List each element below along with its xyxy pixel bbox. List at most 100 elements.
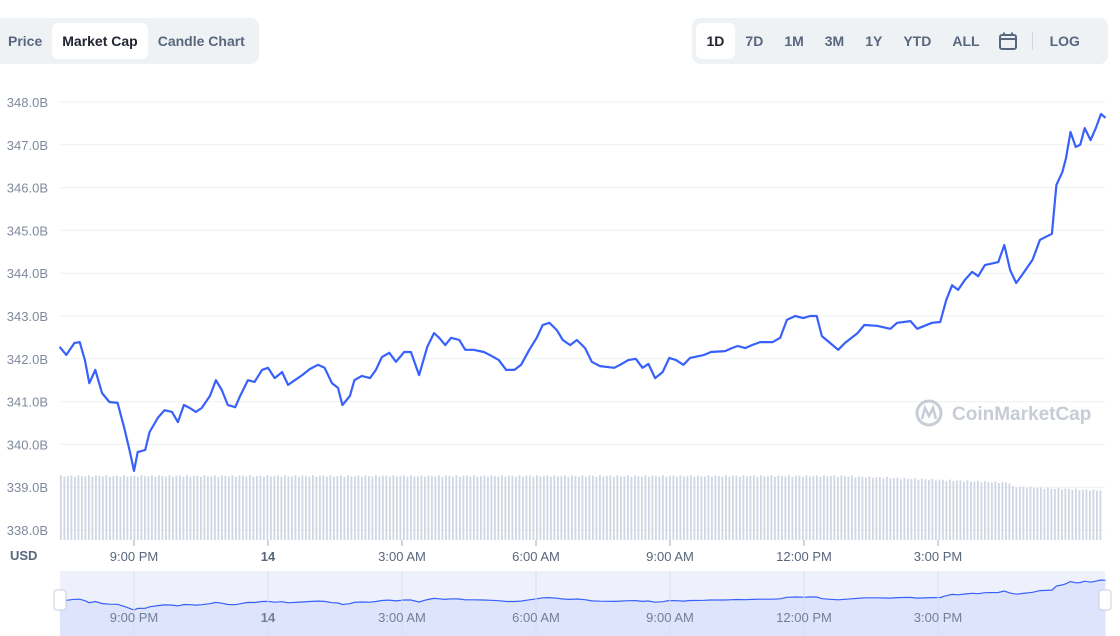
volume-bar xyxy=(851,475,853,540)
volume-bar xyxy=(991,482,993,540)
volume-bar xyxy=(830,476,832,540)
volume-bar xyxy=(77,475,80,540)
range-1y[interactable]: 1Y xyxy=(865,33,883,49)
volume-bar xyxy=(889,478,892,540)
volume-bar xyxy=(123,475,125,540)
volume-bar xyxy=(686,476,689,540)
volume-bar xyxy=(623,476,626,540)
range-selector: 1D 7D 1M 3M 1Y YTD ALL LOG xyxy=(692,18,1108,64)
range-ytd[interactable]: YTD xyxy=(903,33,932,49)
volume-bar xyxy=(578,476,580,540)
volume-bar xyxy=(767,476,769,540)
volume-bar xyxy=(291,476,293,540)
volume-bar xyxy=(854,477,857,540)
volume-bar xyxy=(539,476,542,540)
volume-bar xyxy=(861,476,864,540)
volume-bar xyxy=(406,476,409,540)
y-tick-label: 342.0B xyxy=(7,352,48,367)
volume-bar xyxy=(1054,488,1056,540)
range-all[interactable]: ALL xyxy=(952,33,980,49)
tab-market-cap[interactable]: Market Cap xyxy=(52,23,148,59)
tab-candle-chart[interactable]: Candle Chart xyxy=(157,33,245,49)
volume-bar xyxy=(403,475,405,540)
volume-bar xyxy=(837,476,839,540)
volume-bar xyxy=(942,479,944,540)
range-7d[interactable]: 7D xyxy=(745,33,764,49)
volume-bar xyxy=(336,476,339,540)
volume-bar xyxy=(952,481,955,540)
volume-bar xyxy=(511,475,514,540)
range-3m[interactable]: 3M xyxy=(824,33,845,49)
volume-bar xyxy=(609,475,612,540)
volume-bar xyxy=(238,475,241,540)
volume-bar xyxy=(322,475,325,540)
volume-bar xyxy=(168,475,171,540)
volume-bar xyxy=(788,475,790,540)
volume-bar xyxy=(315,476,318,540)
range-1d[interactable]: 1D xyxy=(696,23,735,59)
volume-bar xyxy=(903,477,906,540)
volume-bar xyxy=(882,478,885,540)
range-1m[interactable]: 1M xyxy=(784,33,804,49)
volume-bar xyxy=(998,483,1000,540)
x-tick-label: 9:00 AM xyxy=(646,549,694,564)
volume-bar xyxy=(137,476,139,540)
volume-bar xyxy=(620,476,622,540)
volume-bar xyxy=(987,481,990,540)
volume-bar xyxy=(95,475,97,540)
volume-bar xyxy=(781,476,783,540)
y-tick-label: 339.0B xyxy=(7,480,48,495)
volume-bar xyxy=(109,476,111,540)
volume-bar xyxy=(1068,489,1070,540)
volume-bar xyxy=(896,477,899,540)
volume-bar xyxy=(217,476,220,540)
volume-bar xyxy=(606,475,608,540)
log-scale-toggle[interactable]: LOG xyxy=(1049,33,1080,49)
navigator-handle-right[interactable] xyxy=(1098,589,1112,611)
volume-bar xyxy=(256,475,258,540)
volume-bar xyxy=(147,476,150,540)
navigator-handle-left[interactable] xyxy=(53,589,67,611)
tab-price[interactable]: Price xyxy=(8,33,43,49)
volume-bar xyxy=(753,475,755,540)
volume-bar xyxy=(287,476,290,540)
volume-bar xyxy=(921,478,923,540)
volume-bar xyxy=(91,476,94,540)
navigator[interactable]: 9:00 PM 14 3:00 AM 6:00 AM 9:00 AM 12:00 PM 3:… xyxy=(53,571,1112,636)
volume-bar xyxy=(795,475,797,540)
volume-bar xyxy=(917,479,920,540)
volume-bar xyxy=(970,481,972,540)
volume-bar xyxy=(98,475,101,540)
volume-bar xyxy=(1043,488,1046,540)
volume-bar xyxy=(868,476,871,540)
volume-bar xyxy=(63,476,66,540)
volume-bar xyxy=(931,478,934,540)
volume-bar xyxy=(910,479,913,540)
volume-bar xyxy=(333,476,335,540)
volume-bar xyxy=(284,475,286,540)
volume-bar xyxy=(1047,487,1049,540)
volume-bar xyxy=(382,475,384,540)
volume-bar xyxy=(326,476,328,540)
volume-bar xyxy=(396,476,398,540)
y-tick-label: 344.0B xyxy=(7,266,48,281)
volume-bar xyxy=(567,476,570,540)
volume-bar xyxy=(784,476,787,540)
volume-bar xyxy=(259,475,262,540)
volume-bar xyxy=(956,480,958,540)
volume-bar xyxy=(88,475,90,540)
volume-bar xyxy=(364,475,367,540)
volume-bar xyxy=(392,475,395,540)
volume-bar xyxy=(641,476,643,540)
volume-bar xyxy=(60,475,62,540)
volume-bar xyxy=(812,475,815,540)
volume-bar xyxy=(438,475,440,540)
volume-bar xyxy=(742,475,745,540)
volume-bar xyxy=(280,476,283,540)
volume-bar xyxy=(175,475,178,540)
y-tick-label: 348.0B xyxy=(7,95,48,110)
calendar-icon[interactable] xyxy=(990,23,1026,59)
volume-bar xyxy=(473,475,475,540)
volume-bar xyxy=(231,475,234,540)
